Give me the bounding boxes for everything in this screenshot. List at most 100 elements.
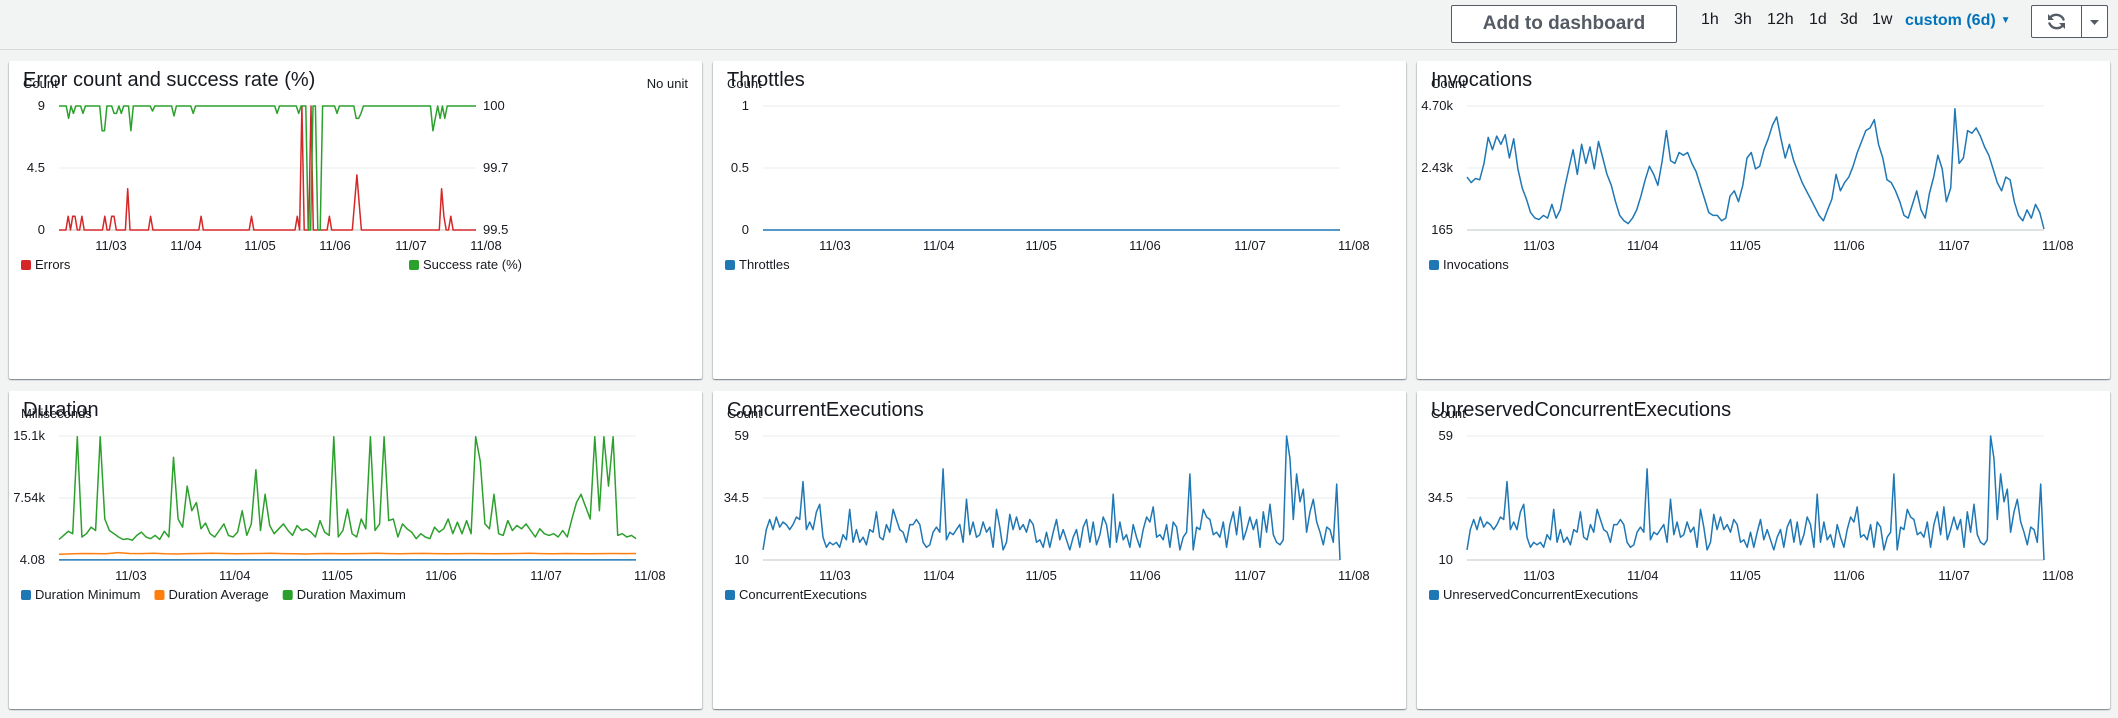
toolbar: Add to dashboard 1h 3h 12h 1d 3d 1w cust… [0,0,2118,50]
panel-title: Invocations [1431,69,1533,91]
y-tick-label: 34.5 [1428,490,1453,505]
unreserved-concurrent-executions-chart: Count 59 34.5 10 11/03 11/04 11/05 11/06 11/07 11… [1428,406,2074,602]
time-range-1h[interactable]: 1h [1701,11,1719,28]
x-tick-label: 11/06 [1833,568,1865,583]
legend-label: Duration Average [168,587,268,602]
x-tick-label: 11/08 [1338,568,1370,583]
legend-item[interactable]: UnreservedConcurrentExecutions [1429,587,1639,602]
legend-label: Throttles [739,257,790,272]
x-tick-label: 11/05 [1025,238,1057,253]
x-tick-label: 11/04 [923,568,955,583]
y-tick-label: 4.5 [27,160,45,175]
x-tick-label: 11/03 [1523,568,1555,583]
time-range-3d[interactable]: 3d [1840,11,1858,28]
duration-chart: Milliseconds 15.1k 7.54k 4.08 11/03 11/04 11/0… [13,406,665,602]
x-tick-label: 11/07 [1234,568,1266,583]
y-tick-label: 10 [1439,552,1453,567]
y-tick-label: 2.43k [1421,160,1453,175]
x-tick-label: 11/08 [470,238,502,253]
x-tick-label: 11/07 [530,568,562,583]
time-range-12h[interactable]: 12h [1767,11,1794,28]
x-tick-label: 11/06 [1833,238,1865,253]
panel-title: Duration [23,399,99,421]
legend-label: Errors [35,257,71,272]
custom-time-range[interactable]: custom (6d) ▼ [1905,12,2011,30]
x-tick-label: 11/06 [319,238,351,253]
custom-time-range-label: custom (6d) [1905,12,1996,29]
x-tick-label: 11/05 [1025,568,1057,583]
x-tick-label: 11/03 [115,568,147,583]
y-tick-label: 59 [1439,428,1453,443]
y-axis-unit: Count [23,76,58,91]
y-tick-label: 34.5 [724,490,749,505]
y-tick-label: 9 [38,98,45,113]
y-tick-label: 4.70k [1421,98,1453,113]
legend-item[interactable]: Invocations [1429,257,1509,272]
legend-label: Invocations [1443,257,1509,272]
legend-swatch [282,590,293,600]
series-line [1466,107,2045,230]
legend-swatch [725,590,735,600]
legend-swatch [154,590,165,600]
y2-tick-label: 99.5 [483,222,508,237]
panel-invocations: Invocations Count 4.70k 2.43k 165 11/03 11/04… [1417,61,2110,379]
x-tick-label: 11/03 [95,238,127,253]
y-tick-label: 0 [38,222,45,237]
y-axis-unit: Count [1431,76,1466,91]
panel-title: ConcurrentExecutions [727,399,924,421]
y-axis-unit: Count [727,406,762,421]
panel-duration: Duration Milliseconds 15.1k 7.54k 4.08 11/03… [9,391,702,709]
panel-error-count-success-rate: Error count and success rate (%) Count No… [9,61,702,379]
legend-swatch [409,260,419,270]
legend-item[interactable]: Throttles [725,257,790,272]
y-tick-label: 165 [1431,222,1453,237]
legend-swatch [1429,260,1439,270]
legend-label: Success rate (%) [423,257,522,272]
x-tick-label: 11/04 [923,238,955,253]
throttles-chart: Count 1 0.5 0 11/03 11/04 11/05 11/06 11/07 11/08… [725,76,1370,272]
x-tick-label: 11/06 [425,568,457,583]
x-tick-label: 11/08 [2042,568,2074,583]
refresh-button[interactable] [2032,6,2082,37]
concurrent-executions-chart: Count 59 34.5 10 11/03 11/04 11/05 11/06 11/07 11… [724,406,1370,602]
y-axis-unit: Count [727,76,762,91]
panel-title: Throttles [727,69,805,91]
legend-item[interactable]: Duration Average [154,587,269,602]
y-tick-label: 7.54k [13,490,45,505]
x-tick-label: 11/06 [1129,238,1161,253]
refresh-options-dropdown[interactable] [2082,6,2107,37]
legend-swatch [21,590,31,600]
x-tick-label: 11/07 [1938,238,1970,253]
x-tick-label: 11/05 [1729,238,1761,253]
legend-label: UnreservedConcurrentExecutions [1443,587,1639,602]
panel-unreserved-concurrent-executions: UnreservedConcurrentExecutions Count 59 34… [1417,391,2110,709]
legend-item[interactable]: Duration Maximum [282,587,406,602]
x-tick-label: 11/04 [1627,238,1659,253]
y-tick-label: 0 [742,222,749,237]
panel-throttles: Throttles Count 1 0.5 0 11/03 11/04 11/05 11/06… [713,61,1406,379]
x-tick-label: 11/03 [819,238,851,253]
y-axis-unit: Milliseconds [21,406,92,421]
time-range-1d[interactable]: 1d [1809,11,1827,28]
x-tick-label: 11/08 [1338,238,1370,253]
legend-item[interactable]: Errors [21,257,71,272]
time-range-3h[interactable]: 3h [1734,11,1752,28]
legend-label: ConcurrentExecutions [739,587,867,602]
y-tick-label: 1 [742,98,749,113]
legend-swatch [725,260,735,270]
x-tick-label: 11/07 [1234,238,1266,253]
y2-tick-label: 100 [483,98,505,113]
x-tick-label: 11/05 [244,238,276,253]
series-line [1466,435,2045,561]
series-line [59,105,476,231]
time-range-1w[interactable]: 1w [1872,11,1893,28]
add-to-dashboard-button[interactable]: Add to dashboard [1451,5,1677,43]
x-tick-label: 11/06 [1129,568,1161,583]
legend-item[interactable]: Success rate (%) [409,257,522,272]
y-tick-label: 59 [735,428,749,443]
legend-item[interactable]: ConcurrentExecutions [725,587,867,602]
series-line [59,105,476,231]
y2-tick-label: 99.7 [483,160,508,175]
refresh-icon [2048,13,2065,30]
legend-item[interactable]: Duration Minimum [21,587,140,602]
